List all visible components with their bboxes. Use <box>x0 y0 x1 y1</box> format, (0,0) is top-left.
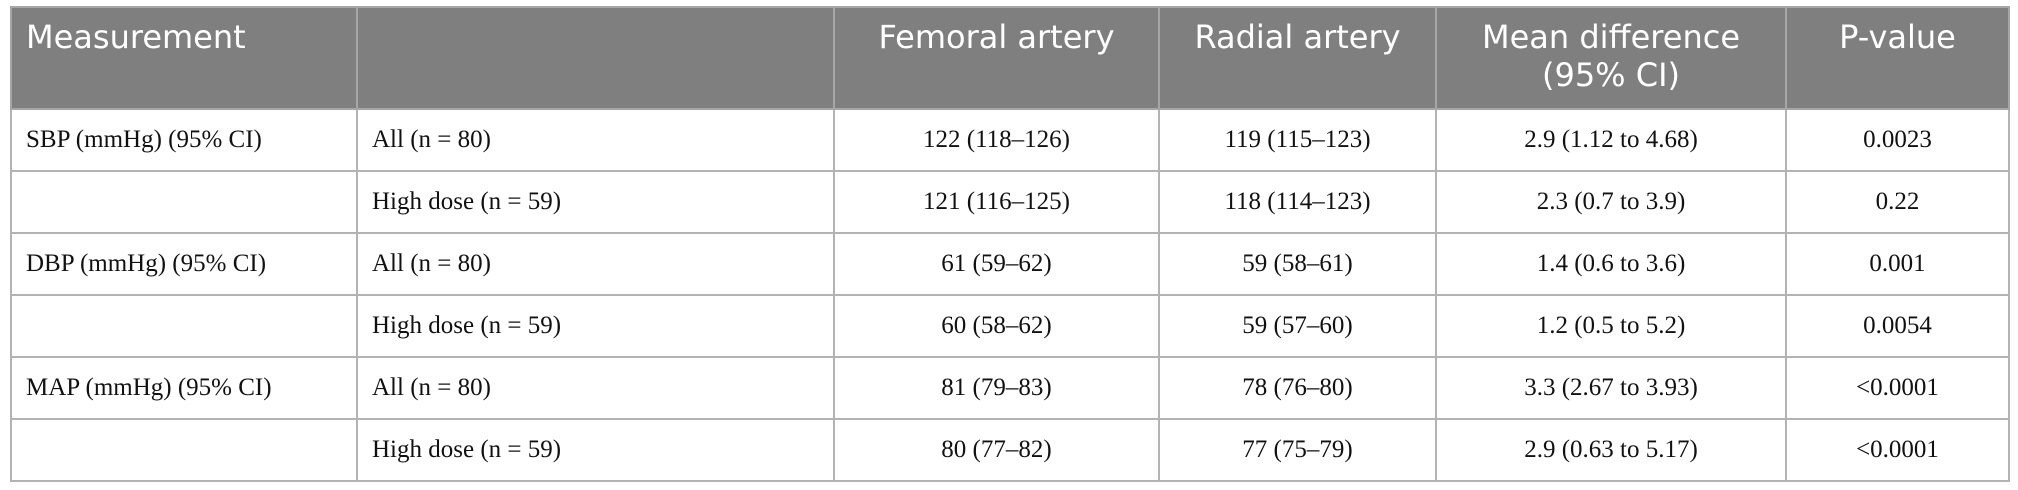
table-row: SBP (mmHg) (95% CI) All (n = 80) 122 (118–… <box>10 108 2010 172</box>
table-cell: 3.3 (2.67 to 3.93) <box>1435 356 1787 420</box>
table-cell: 59 (58–61) <box>1158 232 1437 296</box>
header-cell: Femoral artery <box>833 6 1160 110</box>
header-cell <box>356 6 835 110</box>
table-cell: 59 (57–60) <box>1158 294 1437 358</box>
table-cell: High dose (n = 59) <box>356 170 835 234</box>
table-cell: 60 (58–62) <box>833 294 1160 358</box>
table-cell: 81 (79–83) <box>833 356 1160 420</box>
table-cell: High dose (n = 59) <box>356 294 835 358</box>
table-cell: 119 (115–123) <box>1158 108 1437 172</box>
header-cell: Measurement <box>10 6 358 110</box>
table-cell: 118 (114–123) <box>1158 170 1437 234</box>
table-cell: 122 (118–126) <box>833 108 1160 172</box>
table-row: DBP (mmHg) (95% CI) All (n = 80) 61 (59–62… <box>10 232 2010 296</box>
table-cell: All (n = 80) <box>356 108 835 172</box>
table-cell: All (n = 80) <box>356 356 835 420</box>
table-cell: DBP (mmHg) (95% CI) <box>10 232 358 296</box>
table-cell: High dose (n = 59) <box>356 418 835 482</box>
header-row: Measurement Femoral artery Radial artery Me… <box>10 6 2010 110</box>
table-row: High dose (n = 59) 60 (58–62) 59 (57–60) 1.… <box>10 294 2010 358</box>
table-row: High dose (n = 59) 121 (116–125) 118 (114–… <box>10 170 2010 234</box>
table-cell: 121 (116–125) <box>833 170 1160 234</box>
table-cell: 78 (76–80) <box>1158 356 1437 420</box>
table-cell: All (n = 80) <box>356 232 835 296</box>
header-cell: P-value <box>1785 6 2010 110</box>
table-cell: 80 (77–82) <box>833 418 1160 482</box>
table-cell: 0.22 <box>1785 170 2010 234</box>
table-cell: 1.4 (0.6 to 3.6) <box>1435 232 1787 296</box>
table-cell <box>10 170 358 234</box>
data-table: Measurement Femoral artery Radial artery Me… <box>10 6 2010 482</box>
table-cell: <0.0001 <box>1785 418 2010 482</box>
table-cell: 61 (59–62) <box>833 232 1160 296</box>
table-row: High dose (n = 59) 80 (77–82) 77 (75–79) 2.… <box>10 418 2010 482</box>
table-cell: 2.9 (1.12 to 4.68) <box>1435 108 1787 172</box>
table-cell <box>10 418 358 482</box>
table-cell: 0.0023 <box>1785 108 2010 172</box>
table-cell: 2.3 (0.7 to 3.9) <box>1435 170 1787 234</box>
table-cell: SBP (mmHg) (95% CI) <box>10 108 358 172</box>
table-row: MAP (mmHg) (95% CI) All (n = 80) 81 (79–83… <box>10 356 2010 420</box>
table-cell: 77 (75–79) <box>1158 418 1437 482</box>
header-cell: Radial artery <box>1158 6 1437 110</box>
header-cell: Mean difference (95% CI) <box>1435 6 1787 110</box>
table-cell: MAP (mmHg) (95% CI) <box>10 356 358 420</box>
table-cell: 2.9 (0.63 to 5.17) <box>1435 418 1787 482</box>
table-cell: <0.0001 <box>1785 356 2010 420</box>
table-cell <box>10 294 358 358</box>
table-cell: 0.001 <box>1785 232 2010 296</box>
table-cell: 1.2 (0.5 to 5.2) <box>1435 294 1787 358</box>
table-cell: 0.0054 <box>1785 294 2010 358</box>
